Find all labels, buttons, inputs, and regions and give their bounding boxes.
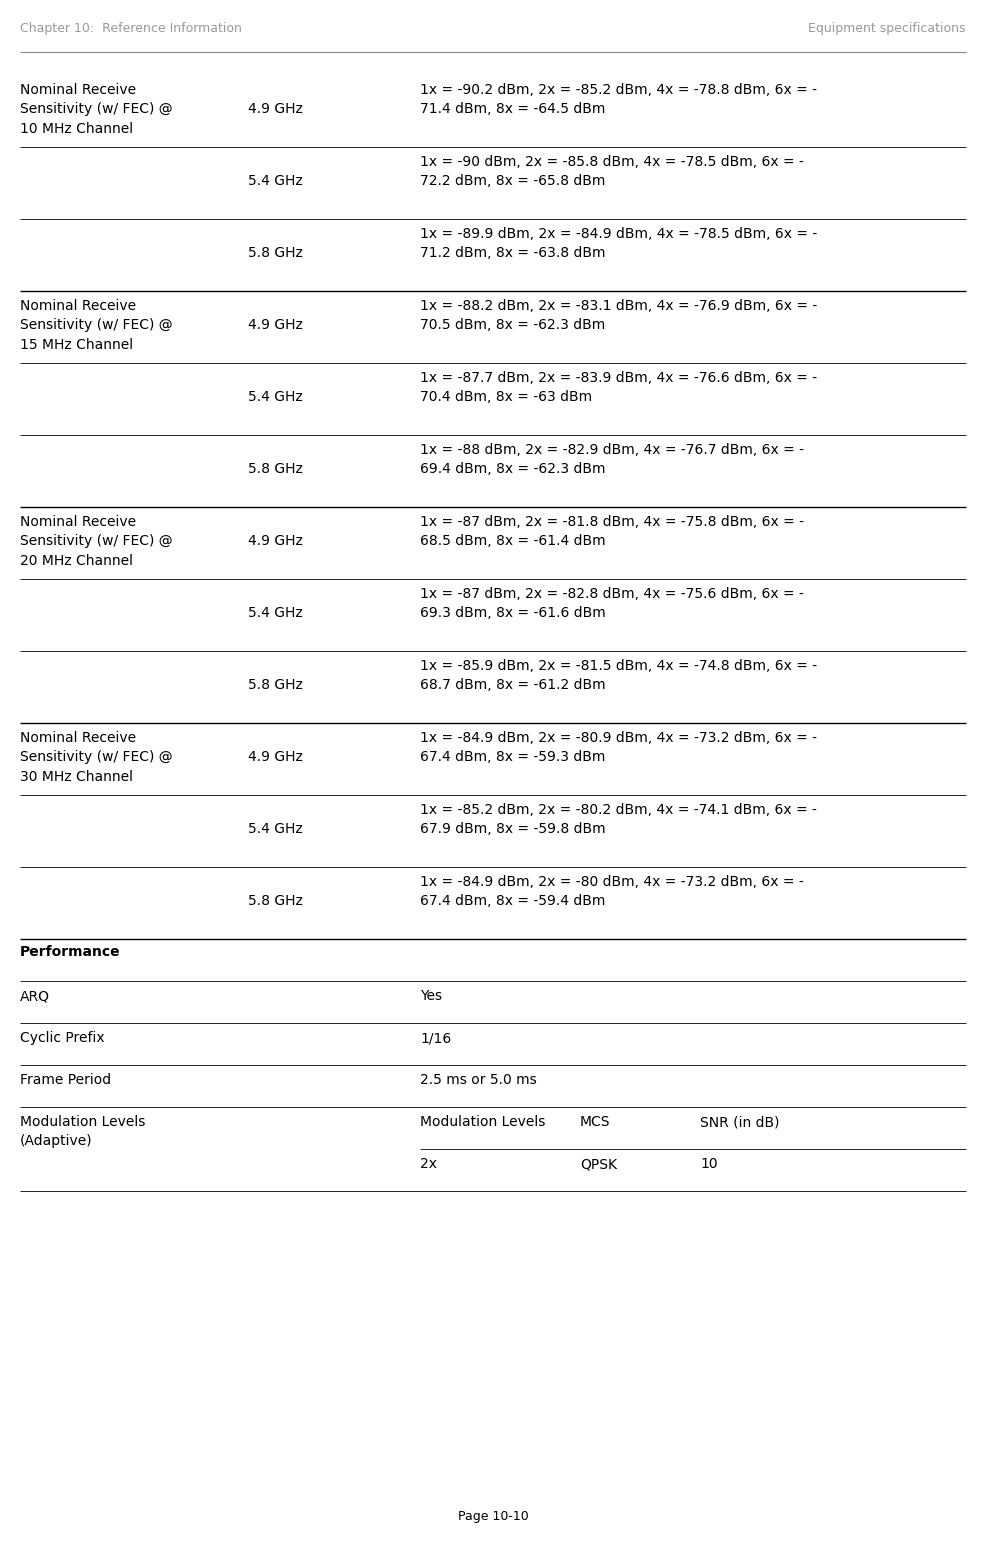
Text: 5.8 GHz: 5.8 GHz xyxy=(248,678,303,692)
Text: 5.4 GHz: 5.4 GHz xyxy=(248,606,303,620)
Text: 1x = -84.9 dBm, 2x = -80.9 dBm, 4x = -73.2 dBm, 6x = -
67.4 dBm, 8x = -59.3 dBm: 1x = -84.9 dBm, 2x = -80.9 dBm, 4x = -73… xyxy=(420,731,817,764)
Text: 1x = -87 dBm, 2x = -81.8 dBm, 4x = -75.8 dBm, 6x = -
68.5 dBm, 8x = -61.4 dBm: 1x = -87 dBm, 2x = -81.8 dBm, 4x = -75.8… xyxy=(420,515,804,547)
Text: 1x = -88.2 dBm, 2x = -83.1 dBm, 4x = -76.9 dBm, 6x = -
70.5 dBm, 8x = -62.3 dBm: 1x = -88.2 dBm, 2x = -83.1 dBm, 4x = -76… xyxy=(420,299,817,331)
Text: QPSK: QPSK xyxy=(580,1157,617,1171)
Text: Performance: Performance xyxy=(20,945,120,959)
Text: 4.9 GHz: 4.9 GHz xyxy=(248,103,303,117)
Text: 4.9 GHz: 4.9 GHz xyxy=(248,319,303,333)
Text: Cyclic Prefix: Cyclic Prefix xyxy=(20,1031,105,1045)
Text: 1/16: 1/16 xyxy=(420,1031,452,1045)
Text: 2.5 ms or 5.0 ms: 2.5 ms or 5.0 ms xyxy=(420,1073,536,1087)
Text: 10: 10 xyxy=(700,1157,718,1171)
Text: 1x = -85.2 dBm, 2x = -80.2 dBm, 4x = -74.1 dBm, 6x = -
67.9 dBm, 8x = -59.8 dBm: 1x = -85.2 dBm, 2x = -80.2 dBm, 4x = -74… xyxy=(420,802,816,837)
Text: Yes: Yes xyxy=(420,989,442,1003)
Text: 1x = -85.9 dBm, 2x = -81.5 dBm, 4x = -74.8 dBm, 6x = -
68.7 dBm, 8x = -61.2 dBm: 1x = -85.9 dBm, 2x = -81.5 dBm, 4x = -74… xyxy=(420,659,817,692)
Text: 4.9 GHz: 4.9 GHz xyxy=(248,750,303,764)
Text: 5.8 GHz: 5.8 GHz xyxy=(248,462,303,476)
Text: 5.4 GHz: 5.4 GHz xyxy=(248,174,303,188)
Text: 1x = -88 dBm, 2x = -82.9 dBm, 4x = -76.7 dBm, 6x = -
69.4 dBm, 8x = -62.3 dBm: 1x = -88 dBm, 2x = -82.9 dBm, 4x = -76.7… xyxy=(420,443,804,476)
Text: MCS: MCS xyxy=(580,1115,610,1129)
Text: Modulation Levels
(Adaptive): Modulation Levels (Adaptive) xyxy=(20,1115,145,1149)
Text: Modulation Levels: Modulation Levels xyxy=(420,1115,545,1129)
Text: Nominal Receive
Sensitivity (w/ FEC) @
15 MHz Channel: Nominal Receive Sensitivity (w/ FEC) @ 1… xyxy=(20,299,173,351)
Text: 1x = -87 dBm, 2x = -82.8 dBm, 4x = -75.6 dBm, 6x = -
69.3 dBm, 8x = -61.6 dBm: 1x = -87 dBm, 2x = -82.8 dBm, 4x = -75.6… xyxy=(420,586,804,620)
Text: 4.9 GHz: 4.9 GHz xyxy=(248,533,303,547)
Text: 5.4 GHz: 5.4 GHz xyxy=(248,390,303,404)
Text: Page 10-10: Page 10-10 xyxy=(458,1510,528,1522)
Text: 5.8 GHz: 5.8 GHz xyxy=(248,894,303,908)
Text: 1x = -89.9 dBm, 2x = -84.9 dBm, 4x = -78.5 dBm, 6x = -
71.2 dBm, 8x = -63.8 dBm: 1x = -89.9 dBm, 2x = -84.9 dBm, 4x = -78… xyxy=(420,227,817,260)
Text: Chapter 10:  Reference Information: Chapter 10: Reference Information xyxy=(20,22,242,36)
Text: Equipment specifications: Equipment specifications xyxy=(809,22,966,36)
Text: 1x = -90.2 dBm, 2x = -85.2 dBm, 4x = -78.8 dBm, 6x = -
71.4 dBm, 8x = -64.5 dBm: 1x = -90.2 dBm, 2x = -85.2 dBm, 4x = -78… xyxy=(420,82,817,117)
Text: 1x = -87.7 dBm, 2x = -83.9 dBm, 4x = -76.6 dBm, 6x = -
70.4 dBm, 8x = -63 dBm: 1x = -87.7 dBm, 2x = -83.9 dBm, 4x = -76… xyxy=(420,372,817,404)
Text: Nominal Receive
Sensitivity (w/ FEC) @
10 MHz Channel: Nominal Receive Sensitivity (w/ FEC) @ 1… xyxy=(20,82,173,135)
Text: 5.8 GHz: 5.8 GHz xyxy=(248,246,303,260)
Text: 1x = -84.9 dBm, 2x = -80 dBm, 4x = -73.2 dBm, 6x = -
67.4 dBm, 8x = -59.4 dBm: 1x = -84.9 dBm, 2x = -80 dBm, 4x = -73.2… xyxy=(420,875,804,908)
Text: 5.4 GHz: 5.4 GHz xyxy=(248,823,303,837)
Text: 1x = -90 dBm, 2x = -85.8 dBm, 4x = -78.5 dBm, 6x = -
72.2 dBm, 8x = -65.8 dBm: 1x = -90 dBm, 2x = -85.8 dBm, 4x = -78.5… xyxy=(420,156,804,188)
Text: Nominal Receive
Sensitivity (w/ FEC) @
20 MHz Channel: Nominal Receive Sensitivity (w/ FEC) @ 2… xyxy=(20,515,173,568)
Text: Nominal Receive
Sensitivity (w/ FEC) @
30 MHz Channel: Nominal Receive Sensitivity (w/ FEC) @ 3… xyxy=(20,731,173,784)
Text: Frame Period: Frame Period xyxy=(20,1073,111,1087)
Text: SNR (in dB): SNR (in dB) xyxy=(700,1115,780,1129)
Text: ARQ: ARQ xyxy=(20,989,50,1003)
Text: 2x: 2x xyxy=(420,1157,437,1171)
